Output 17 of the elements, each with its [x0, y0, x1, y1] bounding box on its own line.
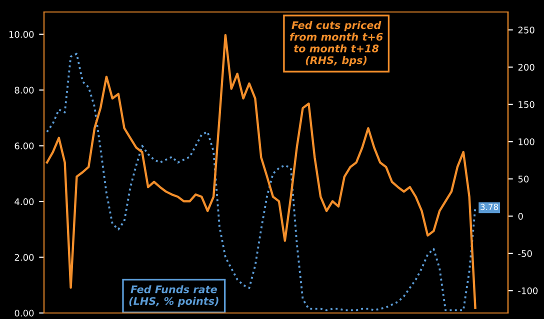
y-tick-label: 4.00 — [14, 198, 34, 206]
y2-tick-label: 250 — [518, 26, 534, 34]
y-tick-label: 10.00 — [9, 31, 34, 38]
series-label: Fed Funds rate (LHS, % points) — [129, 285, 218, 307]
y2-tick-label: 0 — [518, 212, 523, 220]
y2-tick-label: 100 — [518, 138, 534, 146]
y-tick-label: 6.00 — [14, 142, 34, 150]
text: Fed cuts priced from month t+6 to month t+18 (RHS, bps) — [290, 21, 383, 66]
y2-tick-label: -50 — [518, 250, 532, 257]
y-tick-label: 2.00 — [14, 254, 34, 261]
y-tick-label: 0.00 — [14, 310, 34, 317]
data-label: 3.78 — [480, 204, 498, 210]
y-tick-label: 8.00 — [14, 86, 34, 94]
y2-tick-label: -100 — [518, 287, 538, 294]
y2-tick-label: 150 — [518, 101, 534, 108]
y2-tick-label: 200 — [518, 64, 534, 71]
y2-tick-label: 50 — [518, 176, 529, 182]
